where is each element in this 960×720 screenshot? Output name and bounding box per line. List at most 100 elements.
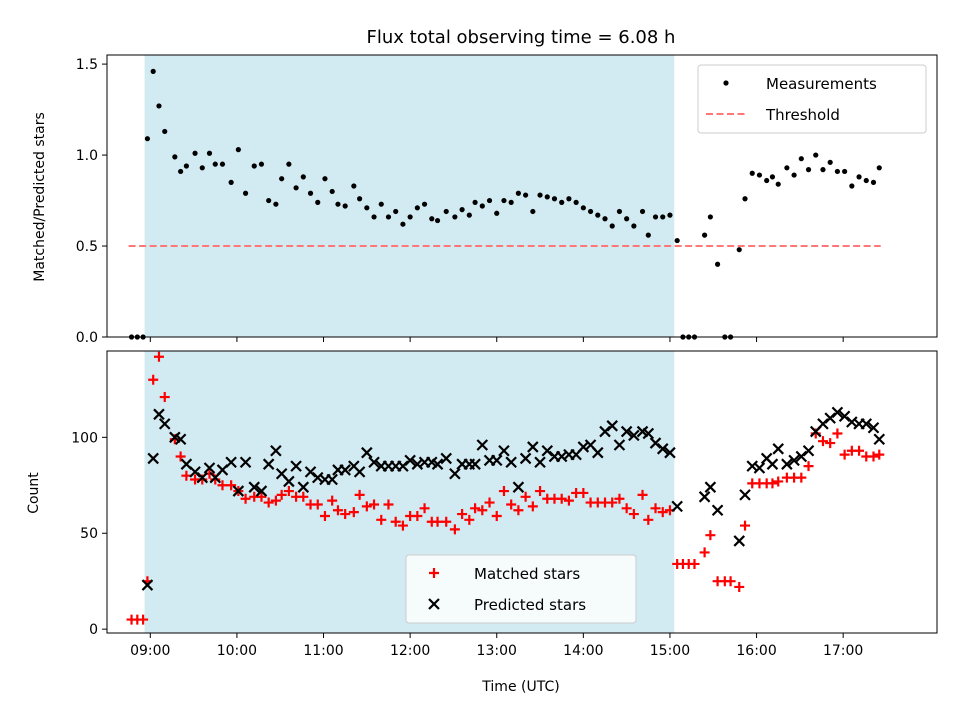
matched-star-point xyxy=(148,374,159,385)
matched-star-point xyxy=(390,516,401,527)
matched-star-point xyxy=(556,493,567,504)
matched-star-point xyxy=(354,489,365,500)
matched-star-point xyxy=(376,514,387,525)
bottom-panel: 09:00 10:00 11:00 12:00 13:00 14:00 15:00 16:00… xyxy=(71,350,938,659)
measurement-point xyxy=(501,197,507,204)
measurement-point xyxy=(479,203,485,209)
measurement-point xyxy=(421,201,428,207)
matched-star-point xyxy=(699,547,710,558)
predicted-star-point xyxy=(739,489,751,501)
predicted-star-point xyxy=(469,458,481,470)
matched-star-point xyxy=(832,428,843,439)
measurement-point xyxy=(863,177,869,184)
measurement-point xyxy=(559,199,565,205)
predicted-star-point xyxy=(534,456,546,469)
measurement-point xyxy=(736,247,742,253)
legend-marker-matched-stars xyxy=(429,568,439,578)
predicted-star-point xyxy=(512,481,525,493)
matched-star-point xyxy=(298,491,309,502)
legend-label: Threshold xyxy=(765,106,840,124)
predicted-star-point xyxy=(297,481,310,493)
predicted-star-point xyxy=(711,504,724,517)
measurement-point xyxy=(639,208,646,215)
measurement-point xyxy=(150,68,156,74)
measurement-point xyxy=(329,188,335,195)
matched-star-point xyxy=(175,451,186,462)
measurement-point xyxy=(827,159,833,165)
matched-star-point xyxy=(153,351,164,362)
predicted-star-point xyxy=(628,429,640,442)
matched-star-point xyxy=(283,486,294,497)
measurement-point xyxy=(407,214,413,220)
measurement-point xyxy=(652,214,659,220)
matched-star-point xyxy=(441,516,452,527)
measurement-point xyxy=(378,201,384,207)
measurement-point xyxy=(494,210,500,216)
matched-star-point xyxy=(506,499,517,510)
predicted-star-point xyxy=(671,500,683,513)
matched-star-point xyxy=(332,505,343,516)
measurement-point xyxy=(212,161,218,167)
x-tick-label: 10:00 xyxy=(217,643,257,659)
matched-star-point xyxy=(457,509,468,520)
matched-star-point xyxy=(513,505,524,516)
x-tick-label: 17:00 xyxy=(823,643,863,659)
predicted-star-point xyxy=(613,439,626,451)
measurement-point xyxy=(849,183,855,189)
predicted-star-point xyxy=(368,456,380,469)
matched-star-point xyxy=(767,478,778,489)
legend-label: Measurements xyxy=(766,75,877,93)
predicted-star-point xyxy=(505,456,517,469)
matched-star-point xyxy=(773,476,784,487)
predicted-star-point xyxy=(270,444,282,457)
measurement-point xyxy=(385,214,392,220)
top-axes-frame xyxy=(106,54,938,338)
measurement-point xyxy=(266,197,272,204)
matched-star-point xyxy=(491,510,502,521)
measurement-point xyxy=(156,103,162,109)
bottom-legend: Matched stars Predicted stars xyxy=(405,554,637,624)
x-tick-label: 09:00 xyxy=(130,643,170,659)
measurement-point xyxy=(587,208,594,215)
measurement-point xyxy=(707,214,713,220)
measurement-point xyxy=(286,161,292,167)
matched-star-point xyxy=(839,449,850,460)
predicted-star-point xyxy=(490,454,503,467)
predicted-star-point xyxy=(733,535,746,547)
matched-star-point xyxy=(226,480,237,491)
measurement-point xyxy=(357,196,363,202)
predicted-star-point xyxy=(147,452,159,465)
measurement-point xyxy=(466,212,472,218)
measurement-point xyxy=(856,174,862,180)
measurement-point xyxy=(258,161,265,167)
matched-star-point xyxy=(614,493,625,504)
x-tick-label: 15:00 xyxy=(650,643,690,659)
matched-star-point xyxy=(563,495,574,506)
measurement-point xyxy=(371,214,377,220)
matched-star-point xyxy=(159,392,170,403)
predicted-star-point xyxy=(404,454,416,467)
predicted-star-point xyxy=(239,456,252,469)
measurement-point xyxy=(749,170,755,176)
predicted-star-point xyxy=(203,462,216,474)
predicted-star-point xyxy=(802,444,815,457)
measurement-point xyxy=(820,167,826,173)
matched-star-point xyxy=(327,495,338,506)
measurement-point xyxy=(162,128,168,135)
measurement-point xyxy=(530,208,536,215)
predicted-star-point xyxy=(225,456,237,469)
predicted-star-point xyxy=(339,464,351,476)
predicted-star-point xyxy=(781,458,793,470)
top-y-tick-label: 1.5 xyxy=(76,57,98,73)
matched-star-point xyxy=(854,445,865,456)
matched-star-point xyxy=(369,499,380,510)
measurement-point xyxy=(742,196,748,202)
bottom-y-tick-label: 0 xyxy=(89,622,98,638)
measurement-point xyxy=(791,172,797,178)
measurement-point xyxy=(645,232,651,238)
predicted-star-point xyxy=(664,446,676,459)
measurement-point xyxy=(251,163,257,169)
matched-star-point xyxy=(419,503,430,514)
predicted-star-point xyxy=(283,475,295,488)
